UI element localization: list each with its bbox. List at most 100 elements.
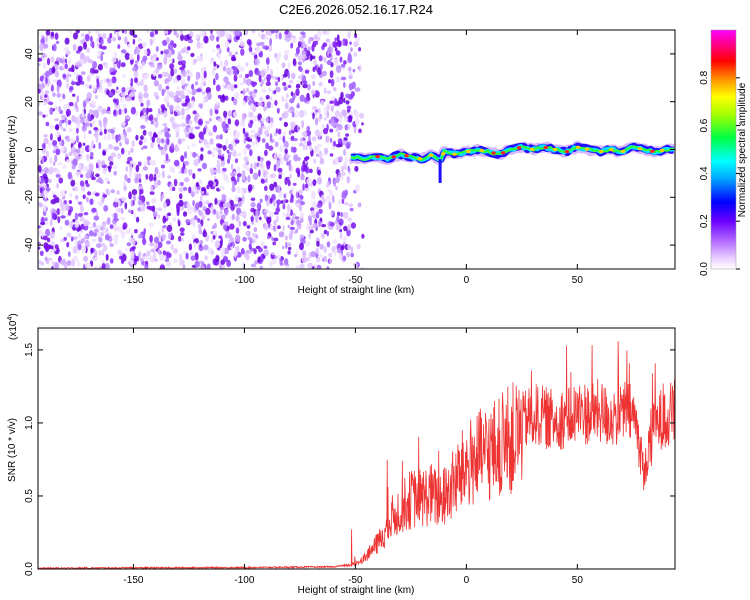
noise-speckle xyxy=(180,116,186,120)
noise-speckle xyxy=(47,257,53,261)
noise-speckle xyxy=(325,135,330,143)
noise-speckle xyxy=(312,66,316,73)
noise-speckle xyxy=(38,246,41,250)
noise-speckle xyxy=(335,186,338,191)
noise-speckle xyxy=(274,141,279,148)
noise-speckle xyxy=(93,257,98,261)
noise-speckle xyxy=(143,228,146,235)
noise-speckle xyxy=(310,251,316,258)
noise-speckle xyxy=(234,158,239,164)
noise-speckle xyxy=(287,224,291,229)
noise-speckle xyxy=(334,116,338,123)
noise-speckle xyxy=(330,105,334,112)
noise-speckle xyxy=(53,262,60,269)
noise-speckle xyxy=(346,105,352,110)
noise-speckle xyxy=(166,137,170,146)
noise-speckle xyxy=(235,214,240,222)
noise-speckle xyxy=(135,216,140,223)
noise-speckle xyxy=(273,211,279,215)
noise-speckle xyxy=(242,220,247,227)
noise-speckle xyxy=(172,186,176,192)
noise-speckle xyxy=(204,144,210,149)
noise-speckle xyxy=(143,255,149,260)
noise-speckle xyxy=(347,165,350,173)
noise-speckle xyxy=(323,87,327,94)
noise-speckle xyxy=(74,239,78,248)
noise-speckle xyxy=(39,156,42,161)
noise-speckle xyxy=(74,195,79,200)
noise-speckle xyxy=(93,215,100,221)
noise-speckle xyxy=(156,62,163,70)
noise-speckle xyxy=(120,62,126,68)
noise-speckle xyxy=(320,99,325,106)
noise-speckle xyxy=(100,232,104,237)
noise-speckle xyxy=(226,201,231,209)
noise-speckle xyxy=(263,77,268,84)
noise-speckle xyxy=(244,73,250,79)
noise-speckle xyxy=(334,110,340,118)
noise-speckle xyxy=(321,194,324,201)
noise-speckle xyxy=(142,237,147,246)
heatmap-x-label: Height of straight line (km) xyxy=(298,285,415,296)
noise-speckle xyxy=(79,174,84,178)
noise-speckle xyxy=(130,147,134,153)
noise-speckle xyxy=(38,57,43,62)
noise-speckle xyxy=(345,142,351,150)
noise-speckle xyxy=(251,221,255,225)
noise-speckle xyxy=(89,73,94,77)
noise-speckle xyxy=(83,212,89,216)
noise-speckle xyxy=(90,67,95,75)
noise-speckle xyxy=(75,30,80,34)
noise-speckle xyxy=(133,212,137,220)
noise-speckle xyxy=(59,198,63,206)
noise-speckle xyxy=(255,139,258,145)
noise-speckle xyxy=(199,243,203,248)
noise-speckle xyxy=(71,81,77,85)
noise-speckle xyxy=(173,68,178,74)
noise-speckle xyxy=(229,223,235,230)
y-tick-label: 0.0 xyxy=(24,562,35,576)
noise-speckle xyxy=(185,252,189,260)
noise-speckle xyxy=(170,244,174,250)
noise-speckle xyxy=(258,127,263,136)
noise-speckle xyxy=(162,123,167,127)
noise-speckle xyxy=(296,249,299,256)
noise-speckle xyxy=(98,86,104,93)
noise-speckle xyxy=(74,101,78,109)
noise-speckle xyxy=(220,214,226,220)
noise-speckle xyxy=(176,86,180,91)
noise-speckle xyxy=(152,70,157,77)
noise-speckle xyxy=(149,191,155,196)
noise-speckle xyxy=(179,227,185,233)
noise-speckle xyxy=(69,220,73,229)
noise-speckle xyxy=(319,157,325,165)
noise-speckle xyxy=(196,112,200,118)
noise-speckle xyxy=(209,108,213,117)
noise-speckle xyxy=(328,79,332,84)
noise-speckle xyxy=(180,78,186,86)
ridge-hotspot xyxy=(659,148,665,152)
noise-speckle xyxy=(193,242,197,249)
noise-speckle xyxy=(198,179,203,185)
noise-speckle xyxy=(103,128,107,135)
noise-speckle xyxy=(246,225,251,229)
noise-speckle xyxy=(219,247,226,254)
noise-speckle xyxy=(210,30,213,35)
noise-speckle xyxy=(38,178,42,183)
noise-speckle xyxy=(276,107,280,114)
noise-speckle xyxy=(115,206,119,214)
noise-speckle xyxy=(274,52,278,59)
noise-speckle xyxy=(143,84,148,93)
noise-speckle xyxy=(191,100,195,109)
noise-speckle xyxy=(51,212,56,220)
noise-speckle xyxy=(94,250,98,257)
noise-speckle xyxy=(220,30,225,37)
ridge-hotspot xyxy=(529,147,535,151)
noise-speckle xyxy=(242,236,247,242)
noise-speckle xyxy=(55,173,61,178)
noise-speckle xyxy=(116,30,120,39)
noise-speckle xyxy=(59,98,63,103)
noise-speckle xyxy=(283,87,288,91)
noise-speckle xyxy=(228,51,232,57)
noise-speckle xyxy=(207,217,210,222)
